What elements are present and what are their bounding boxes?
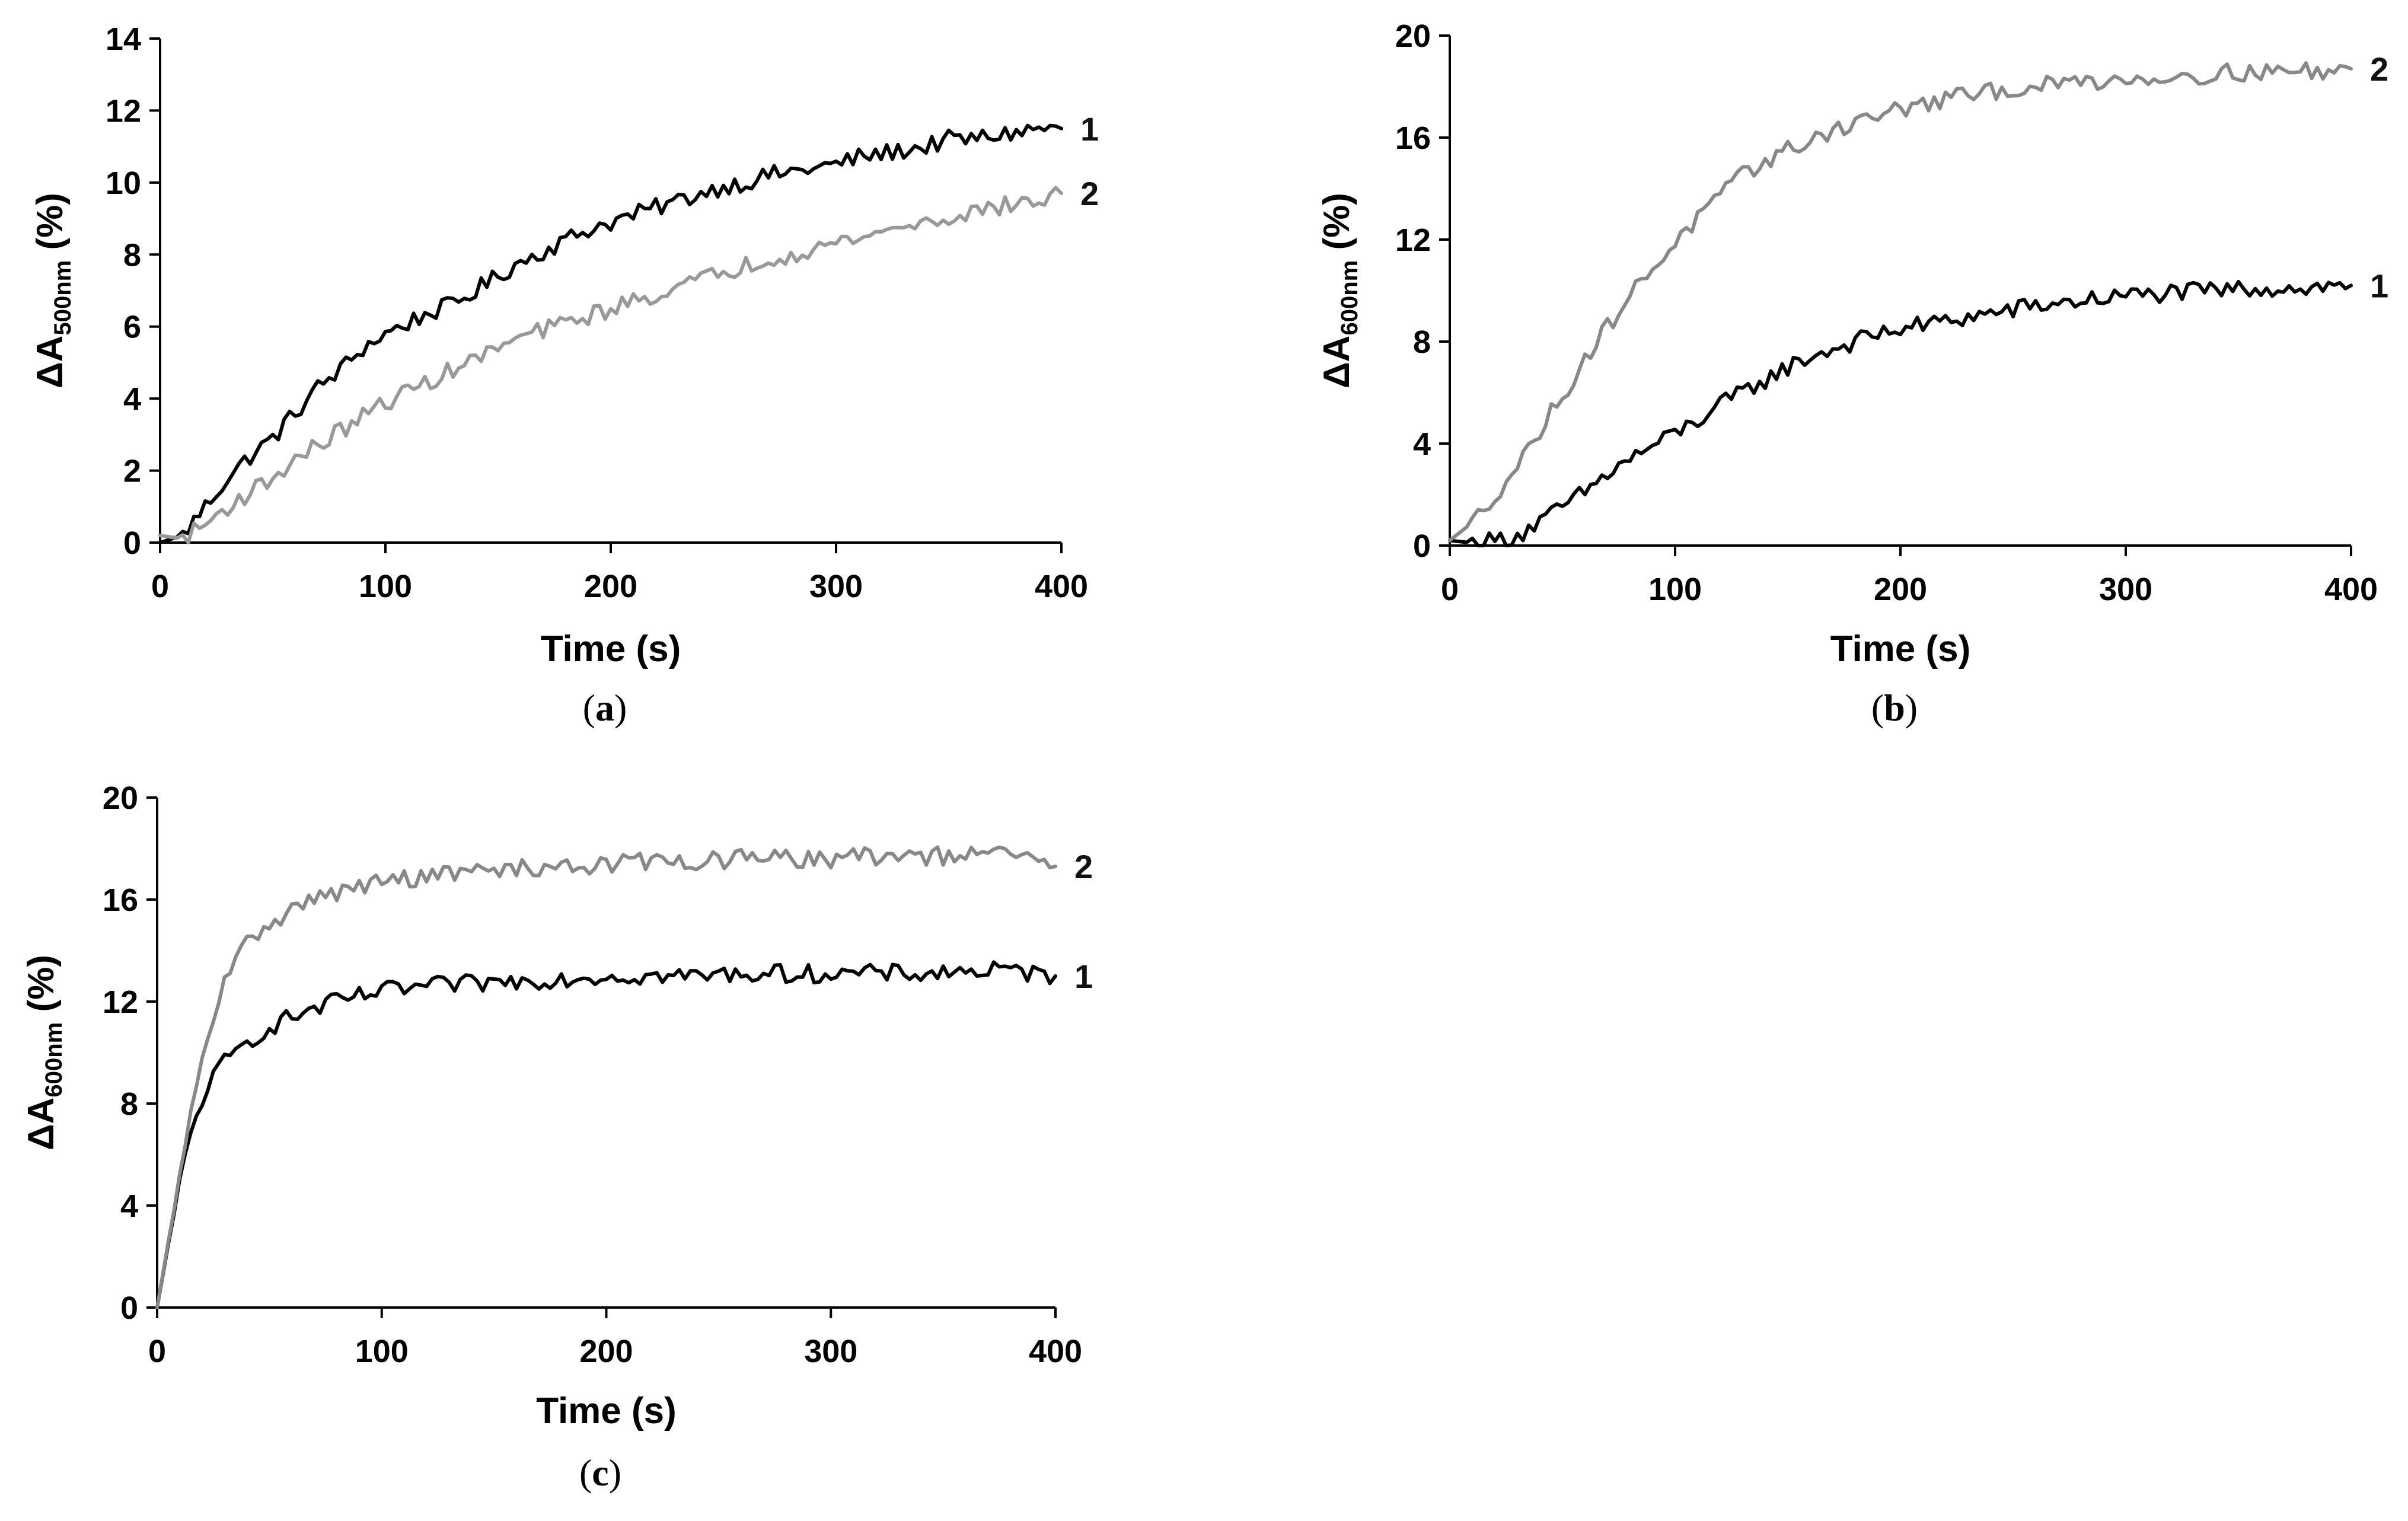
x-axis-label: Time (s) [541, 629, 681, 669]
y-tick-label: 8 [1413, 324, 1431, 360]
x-tick-label: 0 [148, 1334, 166, 1369]
x-tick-label: 300 [809, 569, 863, 604]
series-line-1 [155, 960, 1057, 1309]
series-line-1 [1448, 279, 2353, 547]
series-line-2 [158, 186, 1063, 544]
y-tick-label: 20 [103, 780, 138, 816]
x-axis-label: Time (s) [1830, 629, 1971, 669]
y-tick-label: 8 [123, 237, 141, 273]
y-tick-label: 8 [120, 1086, 138, 1122]
y-tick-label: 12 [1395, 222, 1431, 258]
y-tick-label: 6 [123, 310, 141, 345]
y-axis-label: ΔA600nm (%) [21, 955, 67, 1150]
y-tick-label: 0 [1413, 528, 1431, 564]
x-tick-label: 200 [1874, 572, 1927, 607]
series-label-2: 2 [1074, 848, 1093, 885]
panel-label: (b) [1871, 687, 1918, 729]
series-line-1 [158, 123, 1063, 544]
x-axis-label: Time (s) [536, 1391, 677, 1431]
y-tick-label: 20 [1395, 18, 1431, 54]
x-tick-label: 300 [804, 1334, 857, 1369]
y-tick-label: 16 [103, 882, 138, 918]
series-label-1: 1 [2370, 267, 2388, 304]
series-line-2 [1448, 61, 2353, 543]
series-label-1: 1 [1074, 958, 1093, 995]
x-tick-label: 100 [355, 1334, 409, 1369]
y-tick-label: 4 [123, 381, 141, 417]
y-tick-label: 4 [1413, 426, 1431, 462]
y-tick-label: 16 [1395, 120, 1431, 156]
y-tick-label: 4 [120, 1188, 138, 1224]
x-tick-label: 300 [2099, 572, 2152, 607]
series-label-2: 2 [1080, 175, 1099, 212]
y-axis-label: ΔA600nm (%) [1316, 193, 1363, 388]
panel-label: (a) [583, 687, 627, 729]
y-tick-label: 12 [103, 984, 138, 1020]
x-tick-label: 0 [1441, 572, 1459, 607]
x-tick-label: 100 [359, 569, 412, 604]
x-tick-label: 200 [579, 1334, 633, 1369]
x-tick-label: 200 [584, 569, 637, 604]
y-tick-label: 0 [123, 525, 141, 561]
x-tick-label: 400 [1029, 1334, 1082, 1369]
y-axis-label: ΔA500nm (%) [30, 193, 76, 388]
x-tick-label: 400 [1035, 569, 1088, 604]
series-label-2: 2 [2370, 50, 2388, 88]
y-tick-label: 2 [123, 454, 141, 489]
x-tick-label: 100 [1648, 572, 1702, 607]
x-tick-label: 400 [2324, 572, 2378, 607]
y-tick-label: 10 [106, 165, 141, 201]
panel-label: (c) [579, 1452, 621, 1494]
y-tick-label: 12 [106, 93, 141, 129]
series-line-2 [155, 845, 1057, 1309]
series-label-1: 1 [1080, 110, 1099, 148]
y-tick-label: 14 [106, 21, 141, 57]
y-tick-label: 0 [120, 1290, 138, 1326]
x-tick-label: 0 [151, 569, 169, 604]
